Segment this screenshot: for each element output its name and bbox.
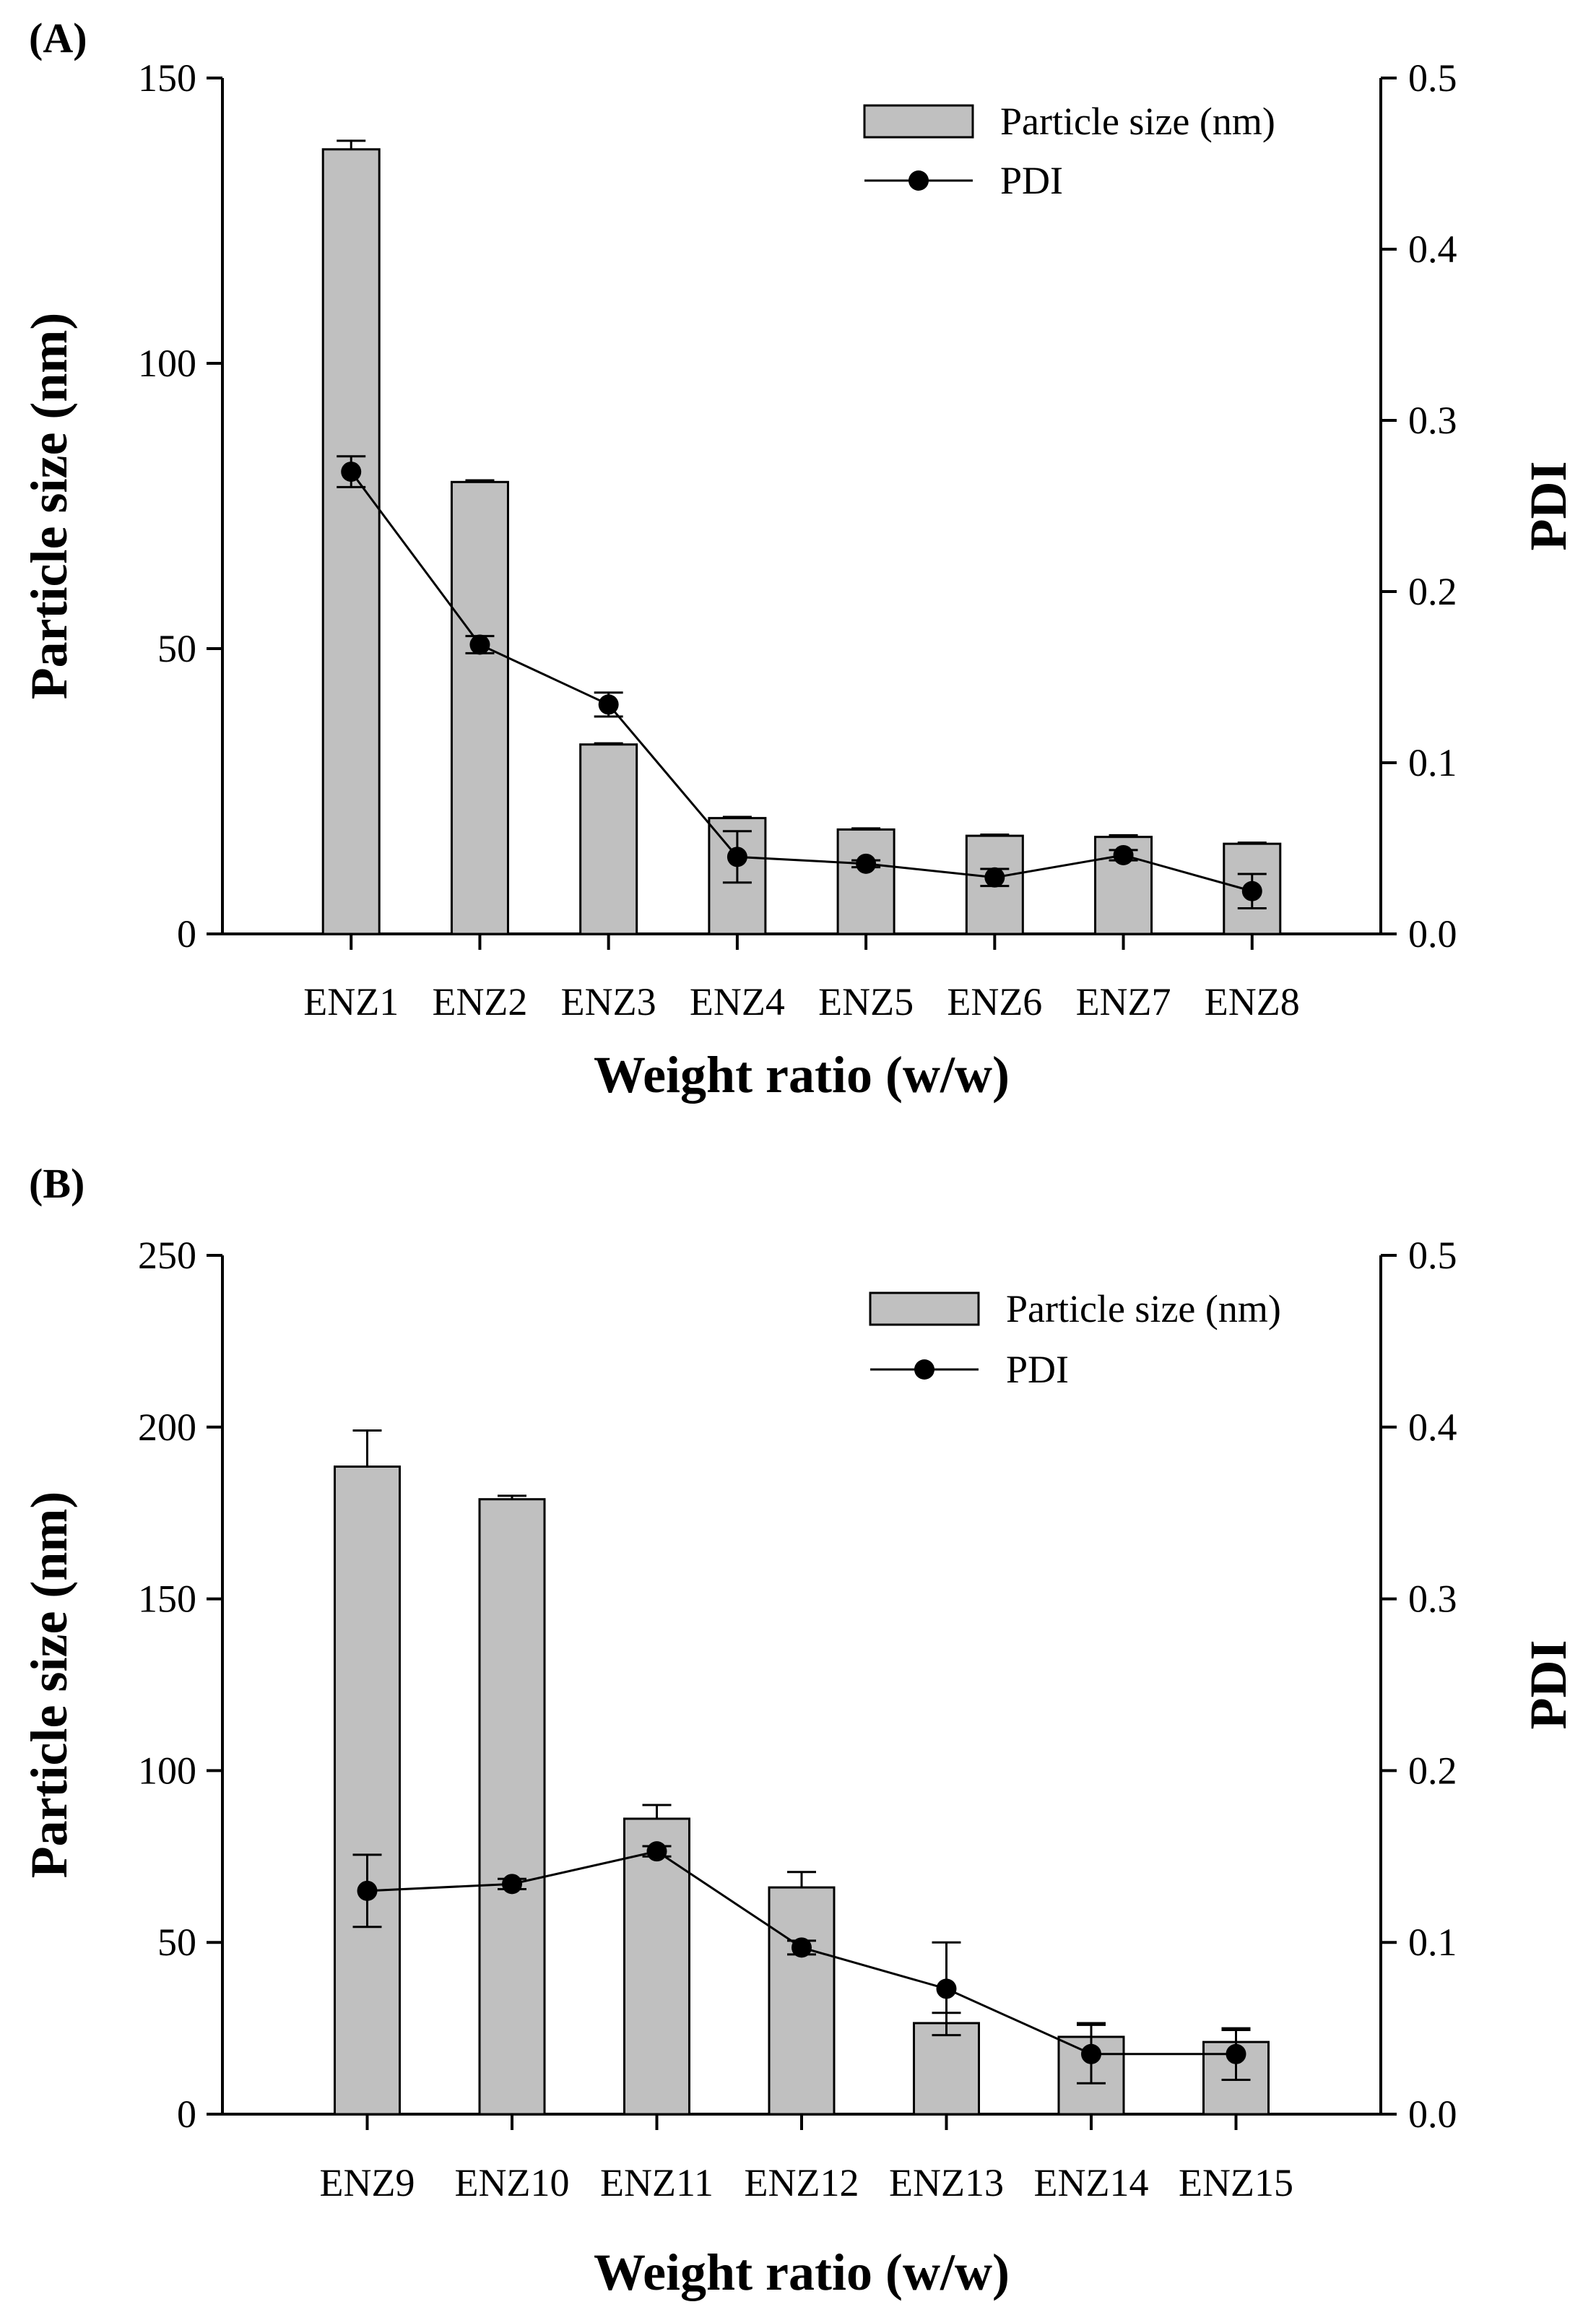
pdi-point-enz4 (727, 847, 747, 867)
legend-bar-swatch (863, 104, 974, 139)
panel-label: (B) (29, 1160, 84, 1207)
x-tick-label: ENZ9 (320, 2161, 415, 2204)
x-tick-label: ENZ7 (1076, 980, 1171, 1023)
y2-tick-label: 0.1 (1408, 741, 1457, 784)
pdi-point-enz12 (792, 1937, 812, 1958)
pdi-point-enz10 (502, 1874, 522, 1895)
bar-enz11 (623, 1817, 690, 2116)
y-tick-label: 0 (177, 912, 196, 956)
y2-tick-label: 0.3 (1408, 399, 1457, 442)
y2-axis-title: PDI (1519, 1640, 1577, 1730)
pdi-point-enz3 (598, 694, 619, 715)
x-axis-title: Weight ratio (w/w) (594, 1046, 1010, 1104)
legend-label-particle-size: Particle size (nm) (1006, 1287, 1281, 1330)
y-tick-label: 250 (138, 1234, 196, 1277)
chart-panel-1: (A) 0 50 100 150 0.0 0.1 0.2 0.3 0.4 0.5 ENZ1 ENZ2 EN… (20, 14, 1577, 1104)
bar-enz3 (579, 743, 638, 935)
x-tick-label: ENZ3 (561, 980, 656, 1023)
y2-tick-label: 0.4 (1408, 1406, 1457, 1449)
x-tick-label: ENZ8 (1205, 980, 1300, 1023)
x-tick-label: ENZ4 (690, 980, 785, 1023)
y-tick-label: 0 (177, 2092, 196, 2136)
legend-label-particle-size: Particle size (nm) (1000, 100, 1275, 143)
y2-axis-title: PDI (1519, 462, 1577, 551)
y-tick-label: 100 (138, 342, 196, 385)
y2-tick-label: 0.5 (1408, 56, 1457, 100)
y2-tick-label: 0.0 (1408, 2092, 1457, 2136)
y2-tick-label: 0.2 (1408, 570, 1457, 613)
panel-label: (A) (29, 14, 87, 61)
x-tick-label: ENZ12 (745, 2161, 859, 2204)
pdi-point-enz1 (341, 462, 362, 482)
x-axis-title: Weight ratio (w/w) (594, 2243, 1010, 2301)
y-tick-label: 150 (138, 56, 196, 100)
y2-tick-label: 0.4 (1408, 228, 1457, 271)
y2-tick-label: 0.1 (1408, 1921, 1457, 1964)
pdi-point-enz11 (646, 1841, 667, 1862)
x-tick-label: ENZ10 (455, 2161, 570, 2204)
bar-enz5 (836, 828, 895, 935)
chart-panel-2: (B) 0 50 100 150 200 250 0.0 0.1 0.2 0.3 0.4 0.5 ENZ9… (20, 1160, 1577, 2301)
bar-enz13 (913, 2022, 980, 2116)
pdi-point-enz8 (1241, 880, 1262, 901)
pdi-point-enz13 (936, 1978, 957, 1999)
y-axis-title: Particle size (nm) (20, 1492, 78, 1879)
pdi-point-enz5 (856, 853, 877, 874)
y-tick-label: 150 (138, 1577, 196, 1621)
legend-bar-swatch (869, 1291, 980, 1326)
x-tick-label: ENZ5 (818, 980, 914, 1023)
bar-enz1 (321, 148, 381, 935)
y-tick-label: 50 (157, 627, 196, 670)
bar-enz9 (334, 1465, 401, 2116)
pdi-point-enz7 (1113, 844, 1134, 865)
bar-enz2 (450, 480, 509, 935)
bar-enz10 (478, 1498, 546, 2116)
legend-label-pdi: PDI (1000, 159, 1063, 202)
x-tick-label: ENZ11 (600, 2161, 714, 2204)
x-tick-label: ENZ15 (1179, 2161, 1293, 2204)
x-tick-label: ENZ13 (889, 2161, 1004, 2204)
bar-enz12 (768, 1886, 836, 2116)
x-tick-label: ENZ6 (947, 980, 1042, 1023)
y-axis-title: Particle size (nm) (20, 313, 78, 700)
x-tick-label: ENZ1 (303, 980, 399, 1023)
pdi-point-enz9 (357, 1880, 378, 1901)
legend-label-pdi: PDI (1006, 1348, 1069, 1391)
pdi-point-enz6 (984, 867, 1005, 888)
y2-tick-label: 0.3 (1408, 1577, 1457, 1621)
pdi-point-enz15 (1226, 2043, 1246, 2064)
y2-tick-label: 0.2 (1408, 1749, 1457, 1792)
x-tick-label: ENZ14 (1034, 2161, 1149, 2204)
pdi-point-enz14 (1081, 2043, 1101, 2064)
x-tick-label: ENZ2 (432, 980, 527, 1023)
pdi-point-enz2 (469, 634, 490, 655)
y-tick-label: 200 (138, 1406, 196, 1449)
y2-tick-label: 0.0 (1408, 912, 1457, 956)
legend-point-swatch (908, 170, 929, 191)
legend-point-swatch (914, 1359, 934, 1380)
pdi-series-line (350, 471, 1253, 893)
y-tick-label: 50 (157, 1921, 196, 1964)
y-tick-label: 100 (138, 1749, 196, 1792)
y2-tick-label: 0.5 (1408, 1234, 1457, 1277)
